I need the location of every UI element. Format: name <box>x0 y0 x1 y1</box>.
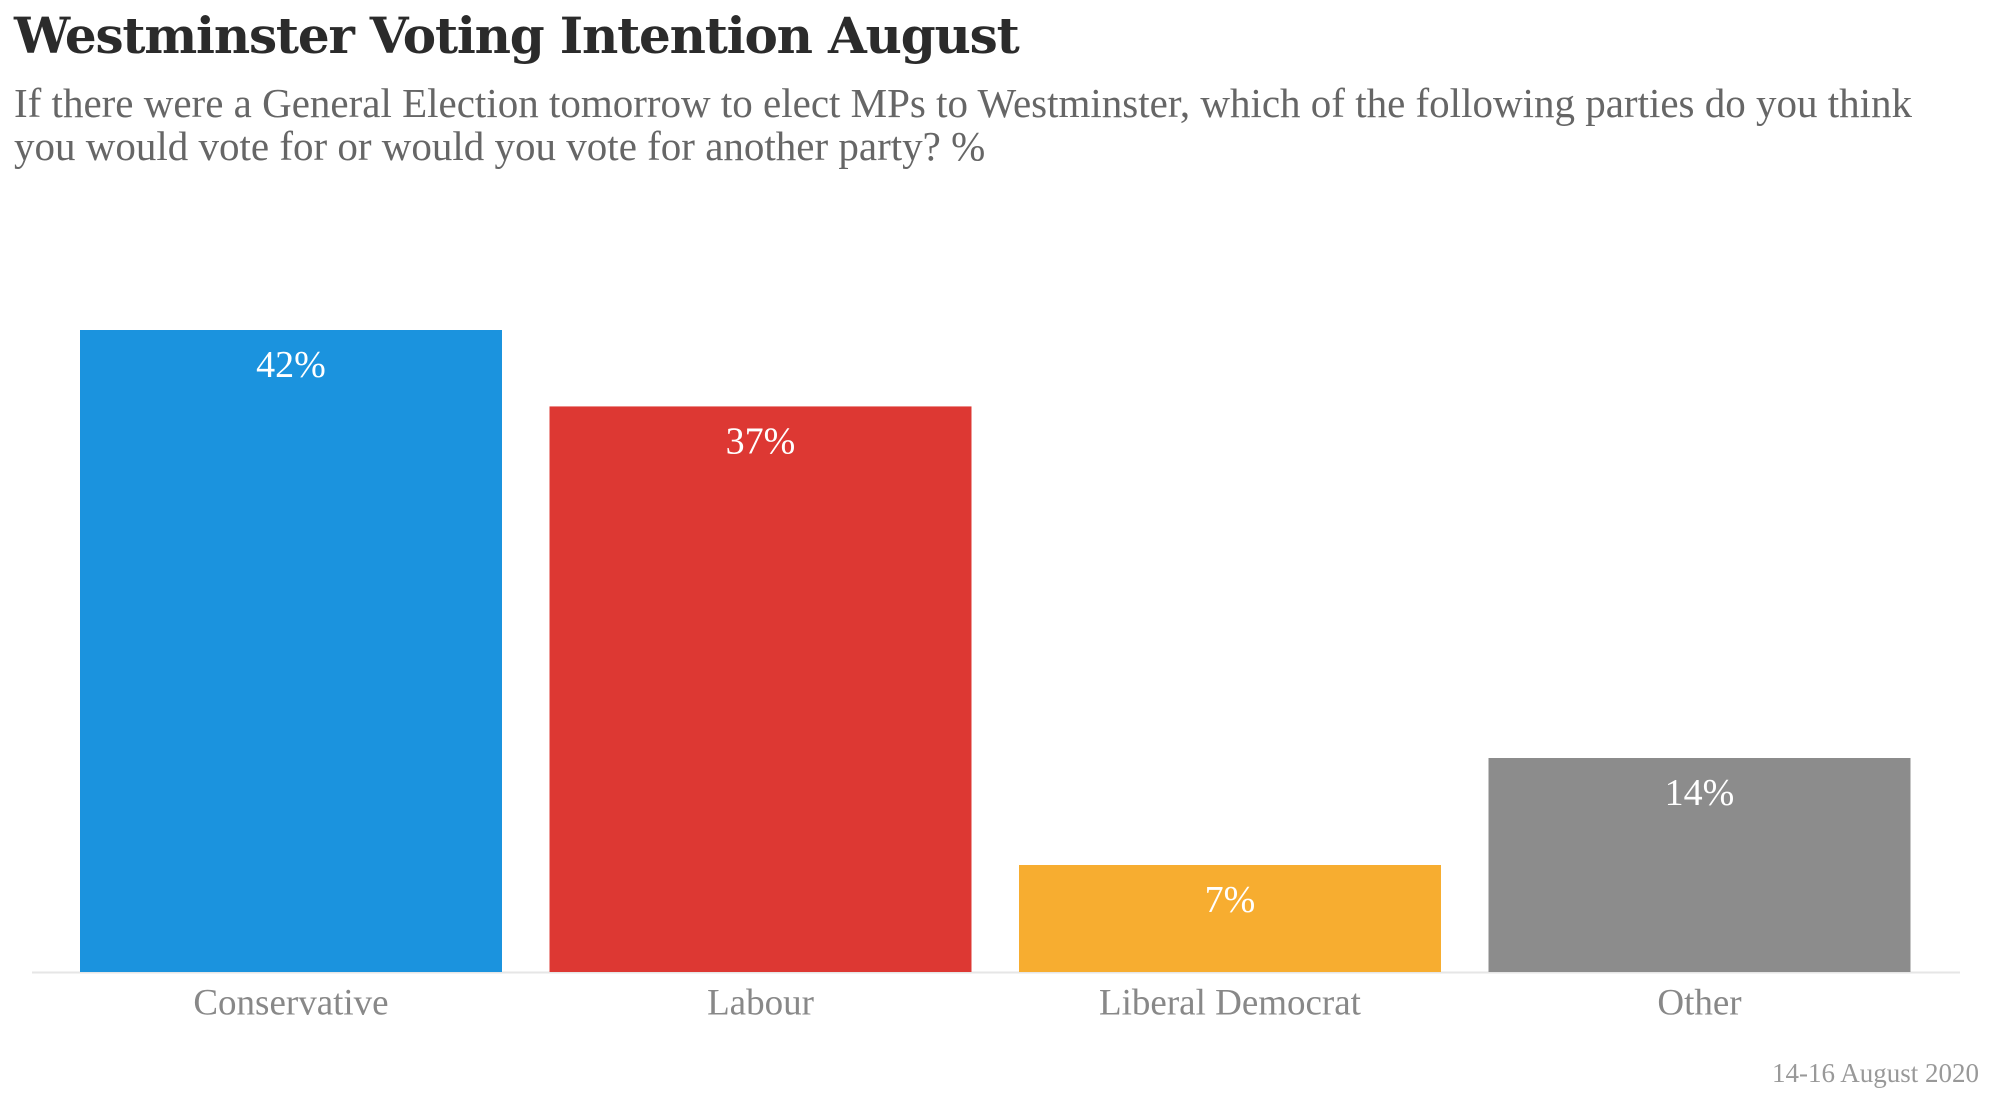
bar-other <box>1488 758 1911 972</box>
bar-liberal-democrat <box>1019 865 1441 972</box>
chart-subtitle: If there were a General Election tomorro… <box>14 80 1913 169</box>
x-tick-label: Other <box>1657 982 1741 1023</box>
x-tick-label: Liberal Democrat <box>1099 982 1362 1023</box>
data-label: 37% <box>726 420 796 462</box>
bar-labour <box>549 406 972 972</box>
x-tick-label: Conservative <box>193 982 388 1023</box>
date-footnote: 14-16 August 2020 <box>1771 1058 1979 1088</box>
data-label: 42% <box>256 344 326 386</box>
data-label: 14% <box>1665 772 1735 814</box>
bar-conservative <box>80 330 502 972</box>
data-label: 7% <box>1205 879 1256 921</box>
chart-title: Westminster Voting Intention August <box>14 6 1020 65</box>
bar-chart: 42% Conservative 37% Labour 7% Liberal Democr… <box>32 330 1960 1023</box>
x-tick-label: Labour <box>707 982 814 1023</box>
